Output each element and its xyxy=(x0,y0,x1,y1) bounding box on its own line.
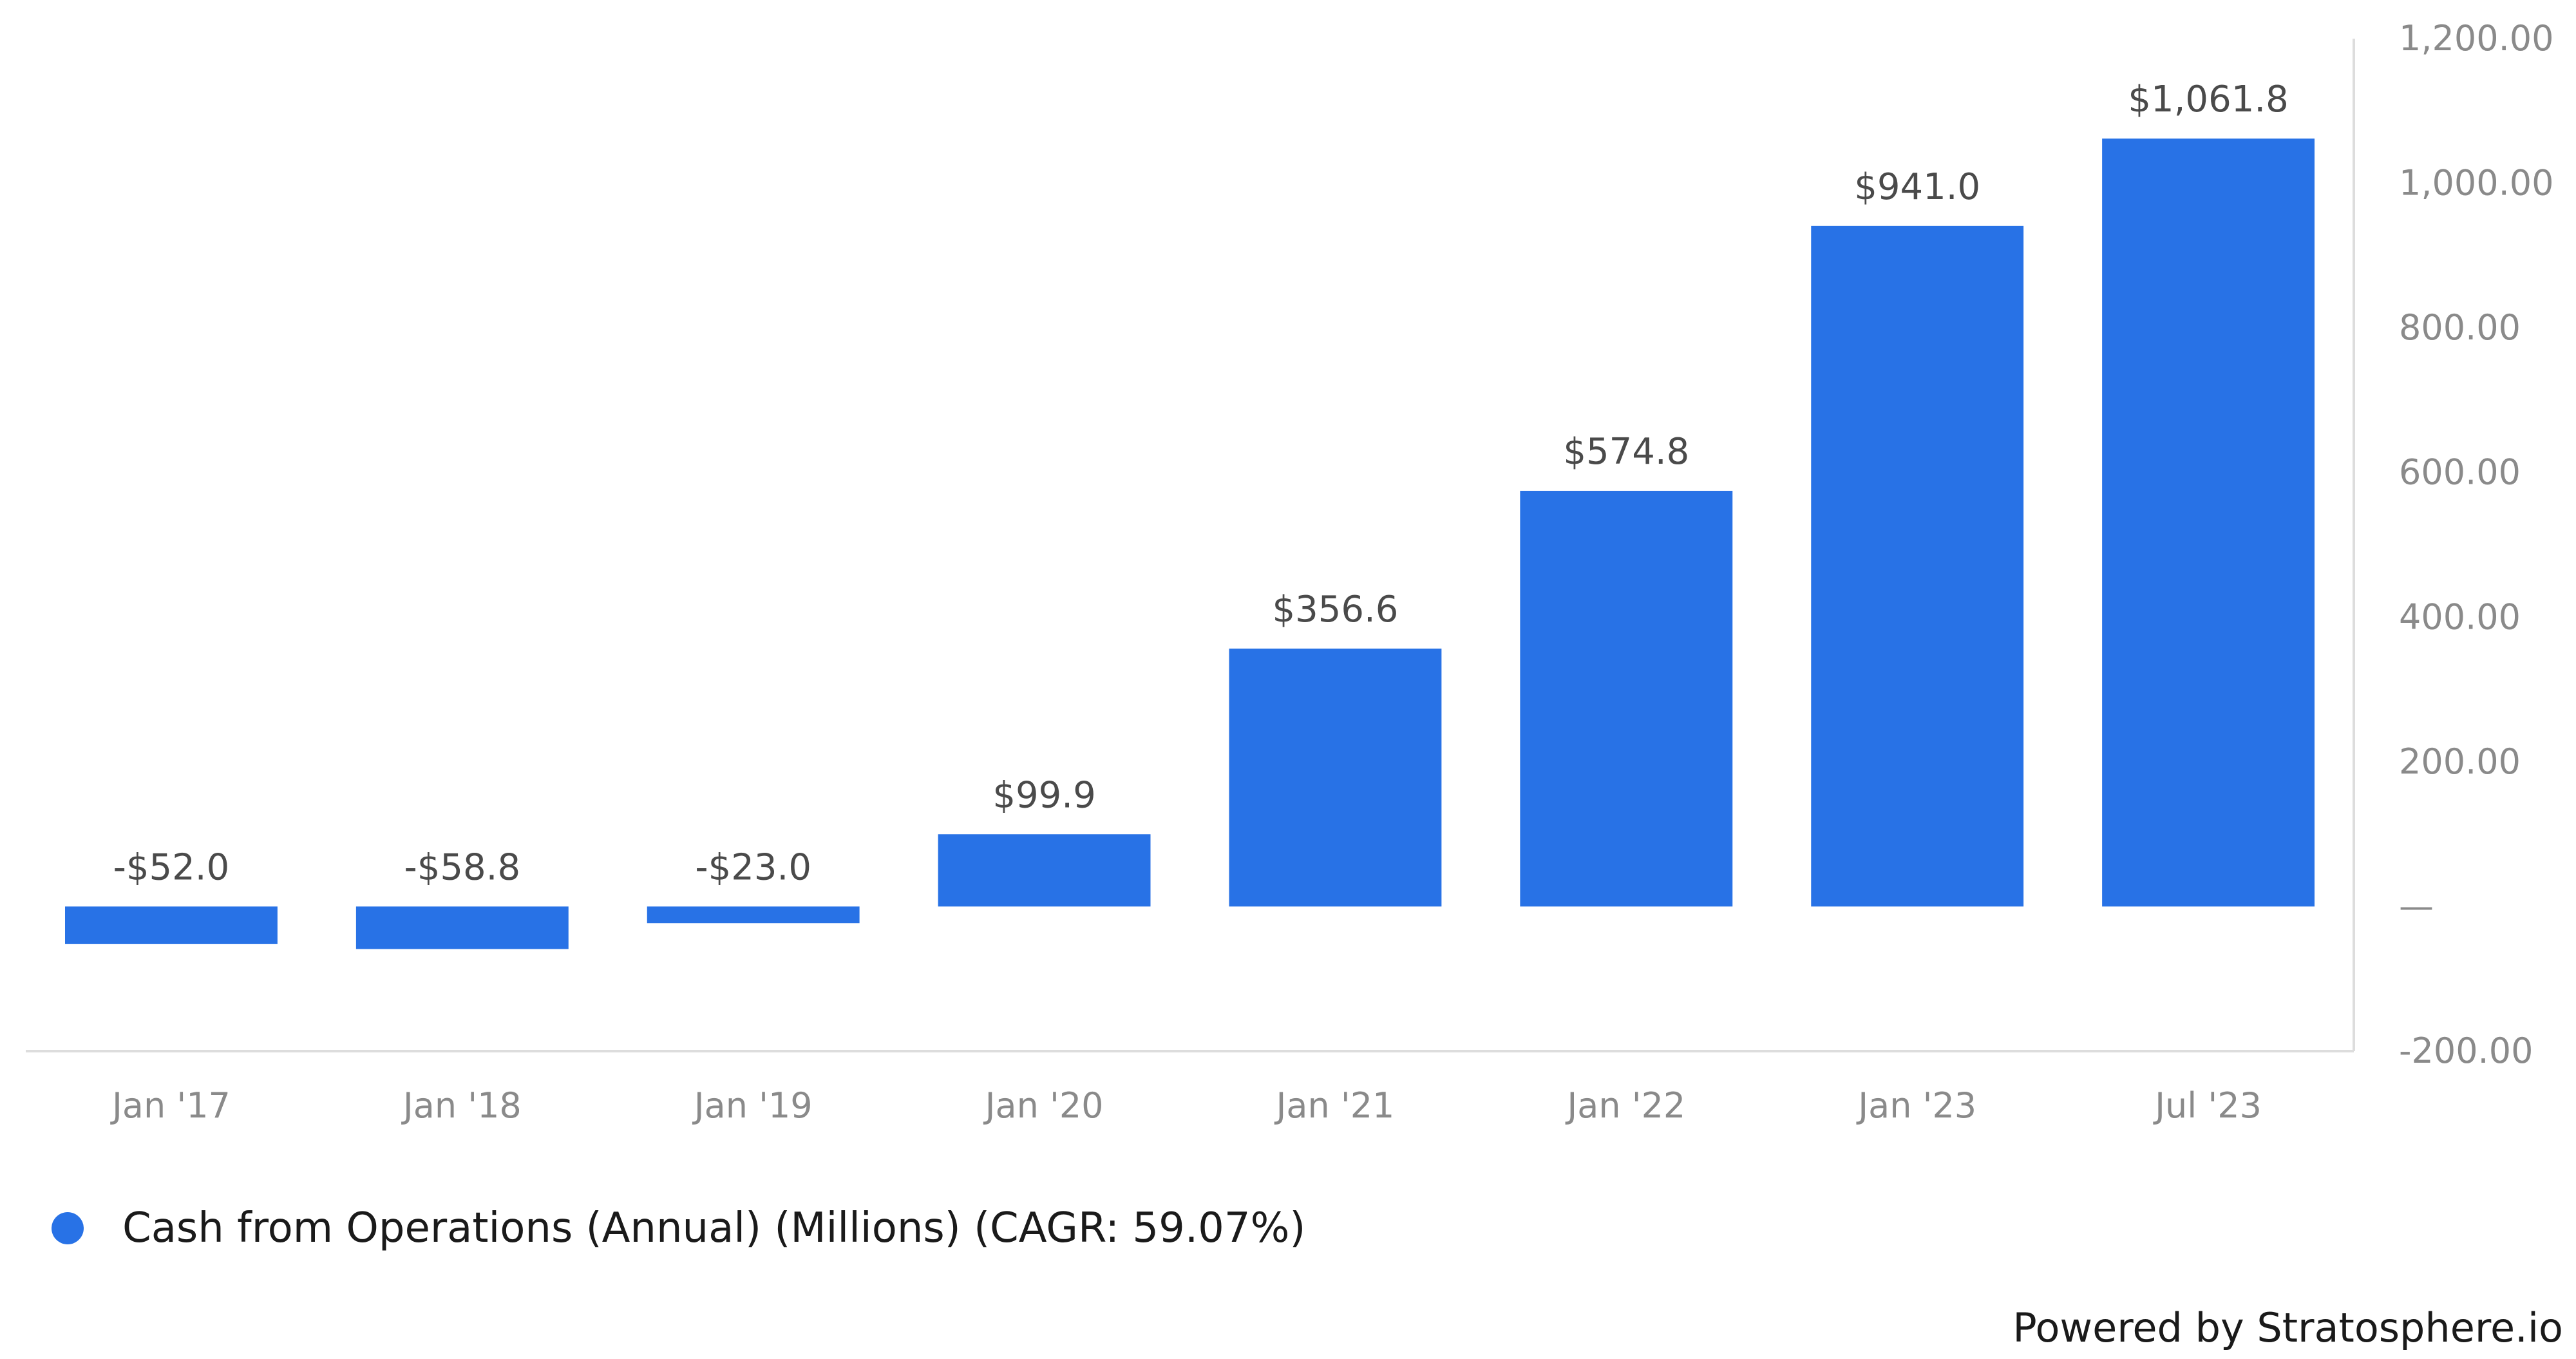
x-tick-label: Jan '20 xyxy=(983,1085,1104,1126)
bar-jan-20 xyxy=(938,834,1151,907)
y-tick-label: 600.00 xyxy=(2399,452,2521,493)
y-tick-label: 200.00 xyxy=(2399,741,2521,782)
legend-marker-icon xyxy=(52,1212,84,1244)
x-tick-labels: Jan '17 Jan '18 Jan '19 Jan '20 Jan '21 Jan '… xyxy=(110,1085,2262,1126)
data-label: -$52.0 xyxy=(113,846,230,888)
bar-jan-19 xyxy=(647,906,860,924)
data-labels: -$52.0 -$58.8 -$23.0 $99.9 $356.6 $574.8 $941.… xyxy=(113,79,2289,888)
bar-jul-23 xyxy=(2102,138,2315,907)
bars xyxy=(65,138,2315,949)
y-tick-label: 400.00 xyxy=(2399,596,2521,637)
data-label: -$23.0 xyxy=(695,846,811,888)
y-tick-label: -200.00 xyxy=(2399,1031,2533,1071)
legend-label: Cash from Operations (Annual) (Millions)… xyxy=(122,1204,1306,1252)
data-label: $356.6 xyxy=(1272,589,1398,631)
x-tick-label: Jan '23 xyxy=(1856,1085,1976,1126)
x-tick-label: Jan '17 xyxy=(110,1085,231,1126)
data-label: $941.0 xyxy=(1854,166,1980,208)
x-tick-label: Jan '18 xyxy=(401,1085,522,1126)
y-tick-label: 1,000.00 xyxy=(2399,163,2553,204)
powered-by-credit: Powered by Stratosphere.io xyxy=(2012,1304,2563,1351)
data-label: $1,061.8 xyxy=(2128,79,2288,120)
y-tick-label: — xyxy=(2399,886,2434,926)
x-tick-label: Jan '21 xyxy=(1274,1085,1394,1126)
y-tick-label: 800.00 xyxy=(2399,307,2521,348)
y-tick-label: 1,200.00 xyxy=(2399,18,2553,59)
bar-chart: -$52.0 -$58.8 -$23.0 $99.9 $356.6 $574.8 $941.… xyxy=(26,18,2553,1126)
bar-jan-22 xyxy=(1520,491,1733,907)
bar-jan-21 xyxy=(1229,649,1442,907)
x-tick-label: Jan '19 xyxy=(692,1085,813,1126)
x-tick-label: Jan '22 xyxy=(1565,1085,1685,1126)
legend: Cash from Operations (Annual) (Millions)… xyxy=(52,1204,1305,1252)
bar-jan-23 xyxy=(1811,225,2024,907)
x-tick-label: Jul '23 xyxy=(2153,1085,2262,1126)
data-label: $574.8 xyxy=(1563,431,1689,473)
data-label: $99.9 xyxy=(992,774,1095,816)
bar-jan-17 xyxy=(65,906,278,944)
bar-jan-18 xyxy=(355,906,569,949)
y-tick-labels: 1,200.00 1,000.00 800.00 600.00 400.00 200.00… xyxy=(2399,18,2553,1071)
data-label: -$58.8 xyxy=(404,846,521,888)
